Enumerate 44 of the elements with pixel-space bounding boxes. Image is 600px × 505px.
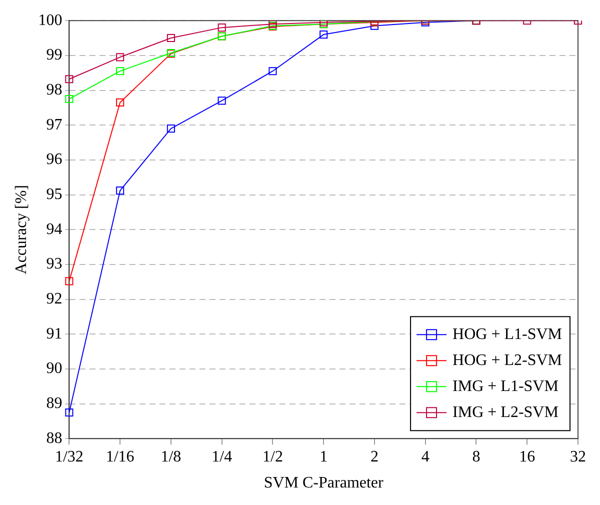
x-tick-label: 1/4 [212,448,232,466]
point [65,408,74,417]
point [116,186,124,195]
x-tick-label: 1/16 [106,448,134,466]
y-tick-label: 98 [46,81,62,98]
y-axis-title: Accuracy [%] [12,184,30,274]
legend-label: HOG + L2-SVM [452,352,562,369]
y-tick-label: 92 [46,290,62,308]
y-tick-label: 94 [46,220,62,238]
x-tick-label: 1/2 [262,448,283,466]
point [116,67,124,76]
y-tick-label: 88 [46,430,62,447]
point [65,75,74,84]
x-tick-label: 32 [570,448,586,466]
y-tick-label: 96 [46,151,62,168]
legend-label: IMG + L1-SVM [452,378,558,395]
point [320,30,328,39]
point [218,96,226,105]
x-tick-label: 8 [472,448,480,466]
y-tick-label: 89 [46,394,62,412]
x-tick-label: 1 [320,448,328,466]
x-tick-label: 16 [519,448,536,466]
legend-label: HOG + L1-SVM [452,326,562,343]
x-tick-label: 4 [421,448,430,466]
y-tick-label: 91 [46,325,62,342]
y-tick-label: 100 [38,12,62,29]
x-axis-title: SVM C-Parameter [264,474,384,492]
point [166,34,175,42]
y-tick-label: 99 [46,46,62,64]
legend-label: IMG + L2-SVM [452,404,558,421]
point [268,67,277,76]
y-tick-label: 95 [46,186,62,203]
y-tick-label: 93 [46,256,62,273]
y-tick-label: 90 [46,360,62,378]
point [65,94,74,104]
point [65,277,74,286]
x-tick-label: 2 [370,448,378,466]
y-tick-label: 97 [46,116,62,134]
point [166,124,175,133]
x-tick-label: 1/8 [160,448,182,466]
point [116,53,124,62]
point [218,24,226,32]
x-tick-label: 1/32 [54,448,84,466]
point [116,98,124,106]
